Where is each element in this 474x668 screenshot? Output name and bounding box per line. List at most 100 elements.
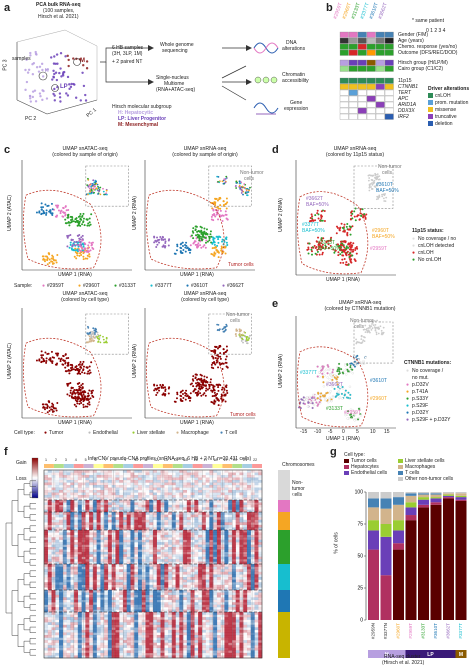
heatmap-cell — [111, 475, 116, 478]
umap-point — [186, 247, 189, 250]
heatmap-cell — [168, 515, 172, 518]
umap-point — [354, 247, 357, 250]
heatmap-cell — [228, 556, 233, 560]
heatmap-cell — [254, 542, 259, 545]
heatmap-cell — [47, 554, 52, 557]
heatmap-cell — [213, 478, 217, 481]
umap-point — [86, 366, 89, 369]
heatmap-cell — [183, 566, 188, 570]
heatmap-cell — [70, 537, 75, 540]
heatmap-cell — [130, 549, 135, 553]
heatmap-cell — [254, 497, 259, 501]
umap-point — [375, 333, 378, 336]
heatmap-cell — [258, 544, 263, 548]
heatmap-cell — [209, 527, 214, 531]
heatmap-cell — [123, 530, 127, 533]
pca-point — [85, 67, 89, 70]
heatmap-cell — [122, 487, 127, 491]
heatmap-cell — [168, 470, 172, 473]
heatmap-cell — [198, 472, 203, 476]
umap-point — [76, 254, 79, 257]
umap-point — [50, 202, 53, 205]
heatmap-cell — [85, 502, 90, 505]
heatmap-cell — [194, 549, 199, 553]
umap-point — [317, 244, 320, 247]
umap-point — [94, 183, 96, 186]
heatmap-cell — [224, 517, 229, 520]
heatmap-cell — [74, 522, 79, 526]
umap-point — [351, 217, 354, 220]
heatmap-cell — [153, 566, 157, 570]
heatmap-cell — [164, 500, 169, 503]
umap-point — [216, 235, 219, 238]
heatmap-cell — [126, 517, 131, 520]
heatmap-cell — [160, 517, 165, 520]
heatmap-cell — [145, 532, 150, 536]
heatmap-cell — [243, 487, 248, 491]
umap-point — [247, 339, 250, 341]
heatmap-cell — [44, 569, 48, 572]
heatmap-cell — [55, 542, 60, 545]
heatmap-cell — [228, 517, 233, 520]
heatmap-cell — [220, 571, 225, 575]
heatmap-cell — [130, 492, 135, 496]
umap-point — [61, 363, 64, 366]
heatmap-cell — [231, 495, 236, 498]
heatmap-cell — [258, 554, 263, 557]
umap-point — [70, 395, 73, 398]
heatmap-cell — [44, 497, 48, 501]
umap-point — [327, 243, 330, 246]
heatmap-cell — [243, 577, 248, 580]
heatmap-cell — [111, 485, 116, 488]
umap-point — [213, 389, 216, 392]
umap-point — [377, 178, 380, 181]
heatmap-cell — [171, 564, 176, 567]
heatmap-cell — [47, 477, 52, 481]
heatmap-cell — [251, 532, 255, 535]
umap-point — [179, 391, 182, 394]
heatmap-cell — [111, 554, 116, 557]
heatmap-cell — [77, 542, 82, 545]
umapd-ann-3377: #3377T — [302, 222, 319, 228]
heatmap-cell — [239, 492, 244, 496]
heatmap-cell — [145, 530, 150, 533]
umap-point — [76, 396, 79, 399]
heatmap-cell — [55, 537, 60, 540]
pca-point — [64, 55, 67, 58]
heatmap-cell — [239, 504, 244, 508]
heatmap-cell — [74, 495, 79, 498]
umap-point — [81, 371, 84, 374]
umap-point — [188, 396, 191, 399]
umap-point — [87, 244, 90, 247]
umap-point — [194, 391, 197, 394]
umap-point — [343, 246, 346, 249]
heatmap-cell — [179, 502, 184, 505]
heatmap-cell — [62, 472, 67, 476]
heatmap-cell — [171, 500, 176, 503]
umap-point — [315, 401, 318, 404]
heatmap-cell — [243, 561, 248, 565]
heatmap-cell — [171, 514, 176, 518]
heatmap-cell — [250, 485, 255, 488]
pca-point — [59, 100, 62, 103]
heatmap-cell — [160, 504, 165, 508]
heatmap-cell — [100, 524, 105, 528]
heatmap-cell — [235, 502, 240, 505]
umap-point — [352, 250, 355, 253]
heatmap-cell — [228, 549, 233, 553]
heatmap-cell — [209, 547, 214, 550]
umap-point — [320, 237, 323, 240]
heatmap-cell — [51, 475, 56, 478]
heatmap-cell — [209, 472, 214, 476]
heatmap-cell — [100, 544, 105, 548]
heatmap-cell — [92, 490, 97, 493]
heatmap-cell — [96, 492, 101, 496]
umap-point — [210, 363, 213, 366]
umap-point — [319, 399, 323, 402]
heatmap-cell — [96, 532, 101, 536]
pca-point — [72, 57, 75, 60]
heatmap-cell — [254, 482, 259, 486]
umap-point — [213, 400, 216, 403]
heatmap-cell — [89, 561, 94, 565]
heatmap-cell — [250, 514, 255, 518]
